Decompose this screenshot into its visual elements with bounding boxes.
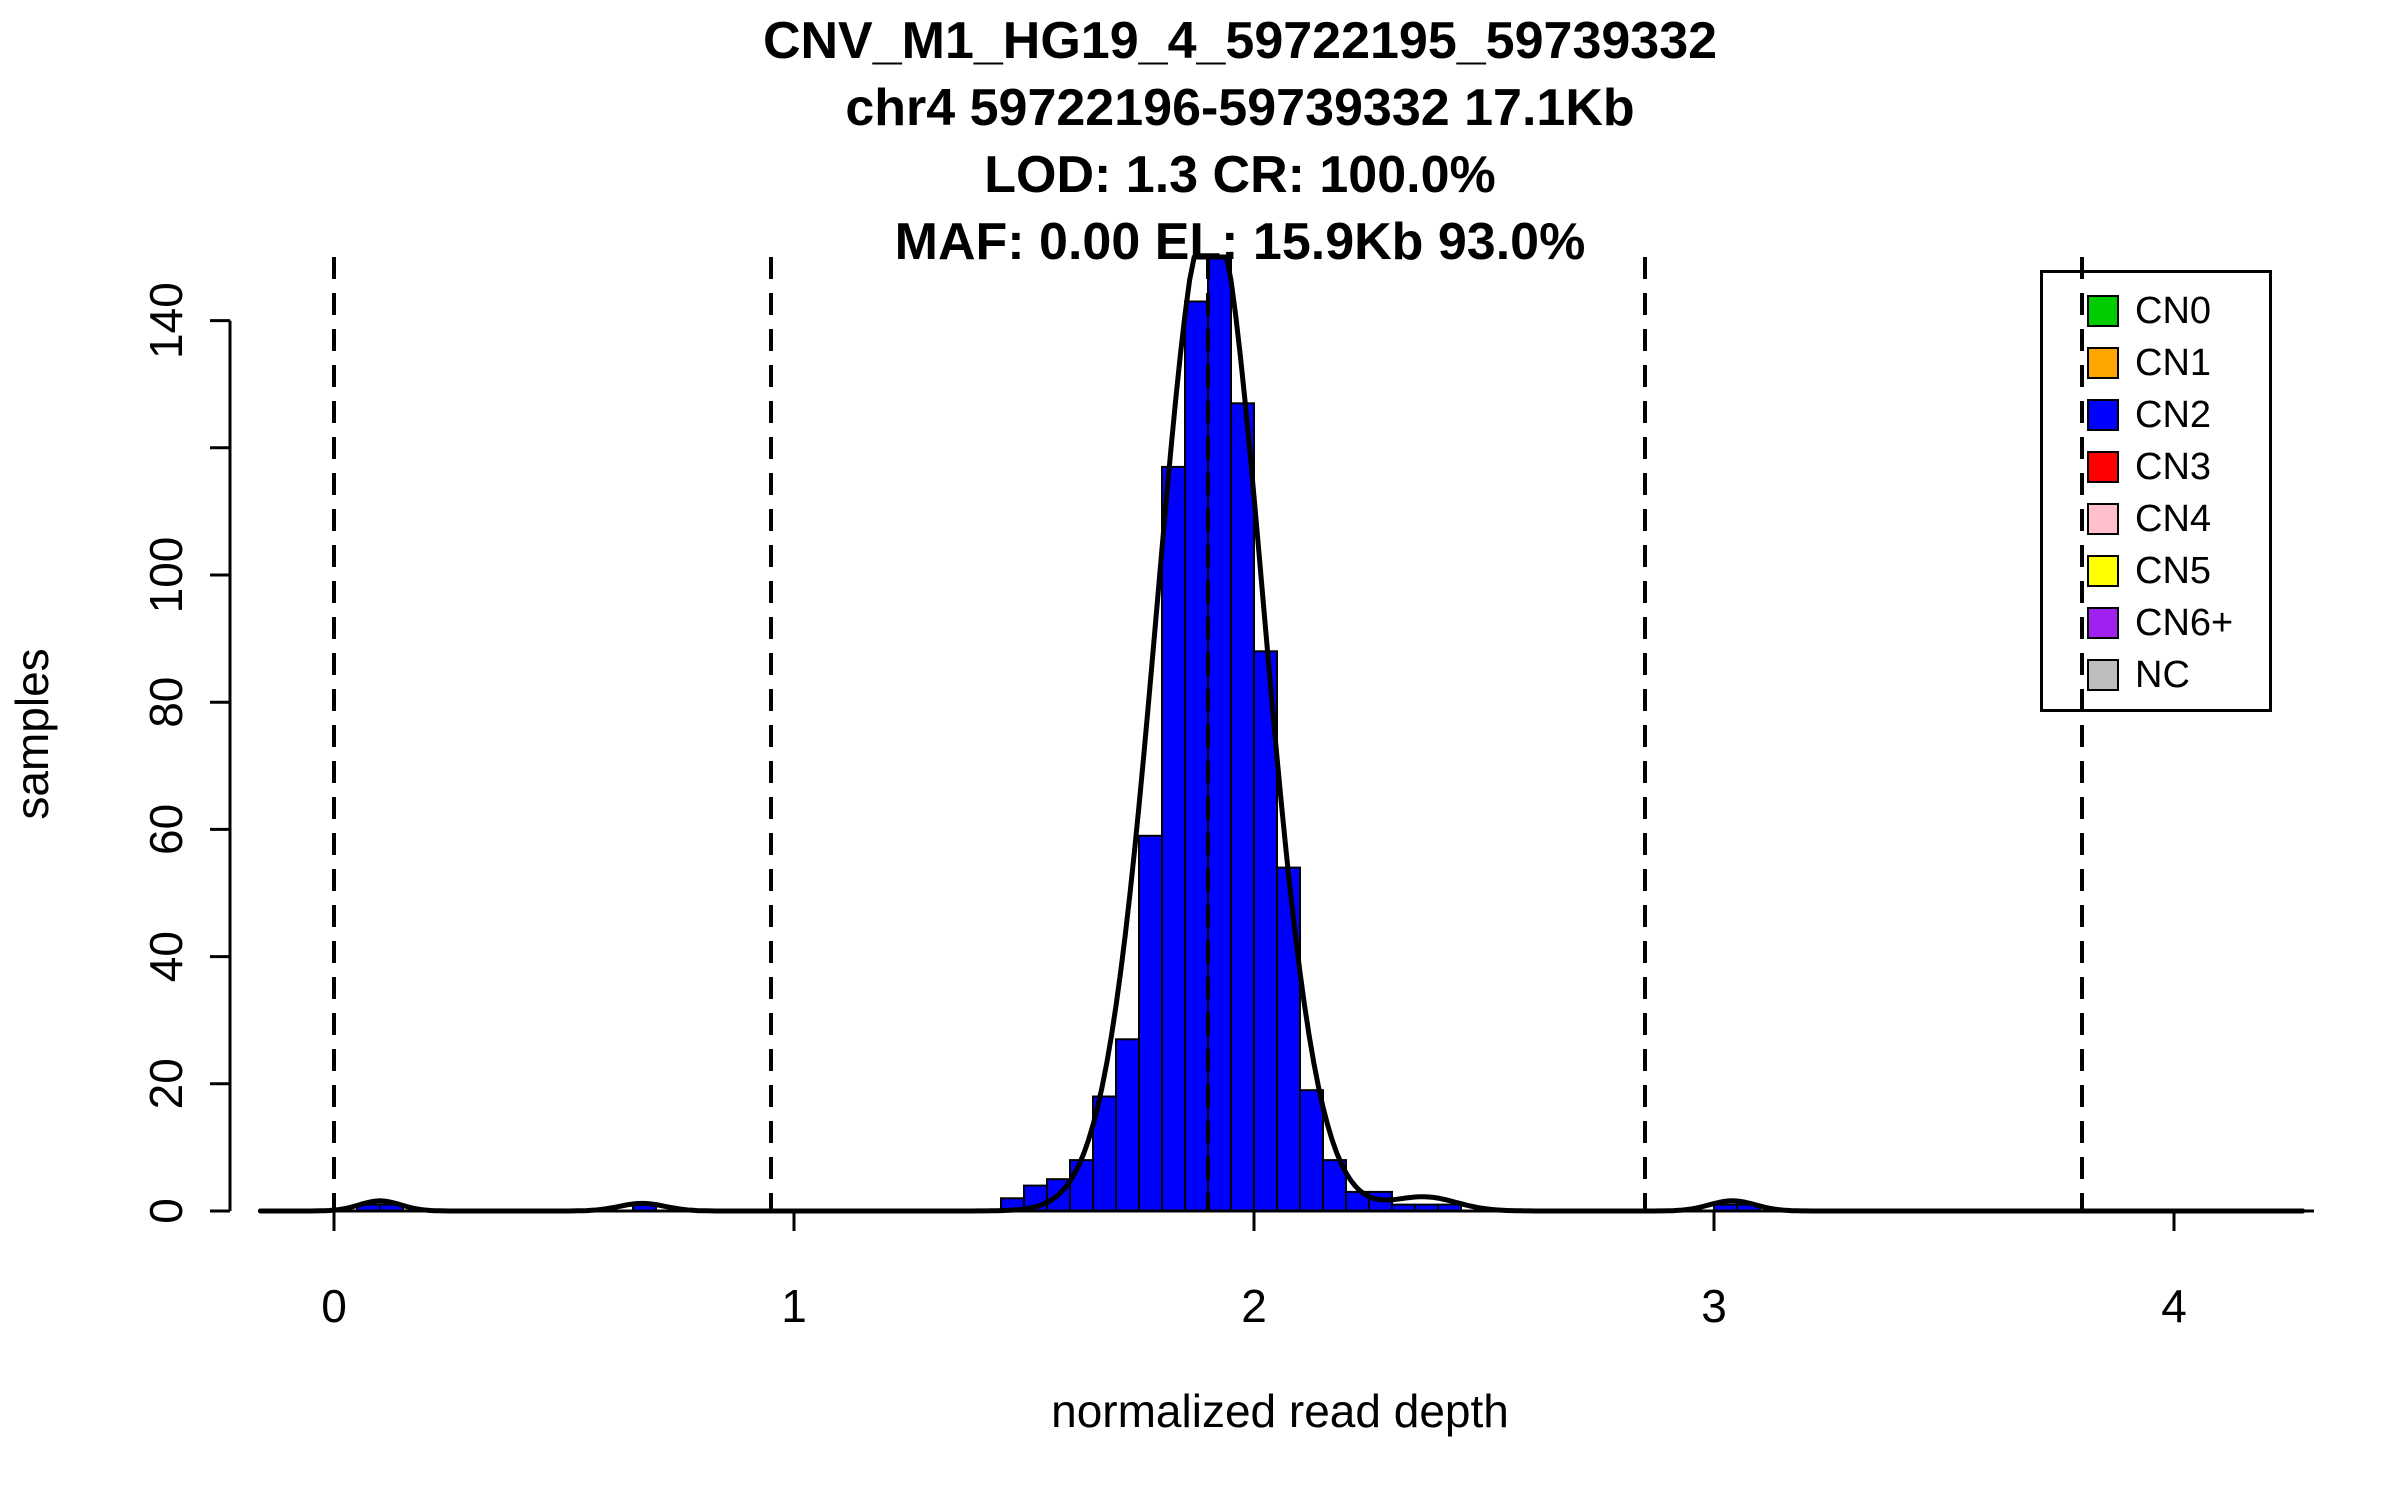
copy-number-legend: CN0 CN1 CN2 CN3 CN4 CN5 CN6+ NC — [2040, 270, 2272, 712]
plot-title-line-4: MAF: 0.00 EL: 15.9Kb 93.0% — [895, 213, 1586, 271]
legend-color-swatch — [2087, 555, 2119, 587]
histogram-bar — [1161, 465, 1186, 1212]
legend-label: CN0 — [2135, 289, 2212, 332]
histogram-bar — [1230, 402, 1255, 1212]
legend-label: CN5 — [2135, 549, 2212, 592]
y-axis-label: samples — [6, 648, 58, 819]
histogram-bar — [1184, 300, 1209, 1212]
x-tick-label: 2 — [1241, 1280, 1267, 1332]
legend-label: CN4 — [2135, 497, 2212, 540]
histogram-bar — [1138, 834, 1163, 1212]
legend-color-swatch — [2087, 503, 2119, 535]
x-tick-label: 1 — [781, 1280, 807, 1332]
plot-title-line-1: CNV_M1_HG19_4_59722195_59739332 — [763, 12, 1717, 70]
legend-color-swatch — [2087, 451, 2119, 483]
legend-label: CN1 — [2135, 341, 2212, 384]
plot-title-line-3: LOD: 1.3 CR: 100.0% — [984, 146, 1496, 204]
y-tick-label: 140 — [140, 282, 192, 359]
histogram-bar — [1115, 1038, 1140, 1213]
y-tick-label: 0 — [140, 1198, 192, 1224]
legend-item-cn0: CN0 — [2087, 285, 2269, 337]
legend-label: CN2 — [2135, 393, 2212, 436]
legend-color-swatch — [2087, 659, 2119, 691]
x-tick-label: 0 — [321, 1280, 347, 1332]
x-tick-label: 3 — [1701, 1280, 1727, 1332]
legend-color-swatch — [2087, 607, 2119, 639]
histogram-bar — [1069, 1159, 1094, 1212]
legend-color-swatch — [2087, 295, 2119, 327]
histogram-bar — [1207, 256, 1232, 1212]
legend-label: NC — [2135, 653, 2190, 696]
legend-item-cn5: CN5 — [2087, 545, 2269, 597]
legend-color-swatch — [2087, 347, 2119, 379]
histogram-bar — [1299, 1089, 1324, 1212]
legend-label: CN3 — [2135, 445, 2212, 488]
plot-title-line-2: chr4 59722196-59739332 17.1Kb — [845, 79, 1634, 137]
legend-item-cn2: CN2 — [2087, 389, 2269, 441]
legend-item-cn6plus: CN6+ — [2087, 597, 2269, 649]
y-tick-label: 40 — [140, 931, 192, 982]
legend-item-cn4: CN4 — [2087, 493, 2269, 545]
histogram-bar — [1276, 866, 1301, 1212]
y-tick-label: 80 — [140, 677, 192, 728]
legend-color-swatch — [2087, 399, 2119, 431]
legend-item-nc: NC — [2087, 649, 2269, 701]
legend-item-cn3: CN3 — [2087, 441, 2269, 493]
x-tick-label: 4 — [2161, 1280, 2187, 1332]
y-tick-label: 60 — [140, 804, 192, 855]
legend-item-cn1: CN1 — [2087, 337, 2269, 389]
legend-label: CN6+ — [2135, 601, 2234, 644]
y-tick-label: 100 — [140, 537, 192, 614]
y-tick-label: 20 — [140, 1058, 192, 1109]
x-axis-label: normalized read depth — [1051, 1385, 1509, 1437]
